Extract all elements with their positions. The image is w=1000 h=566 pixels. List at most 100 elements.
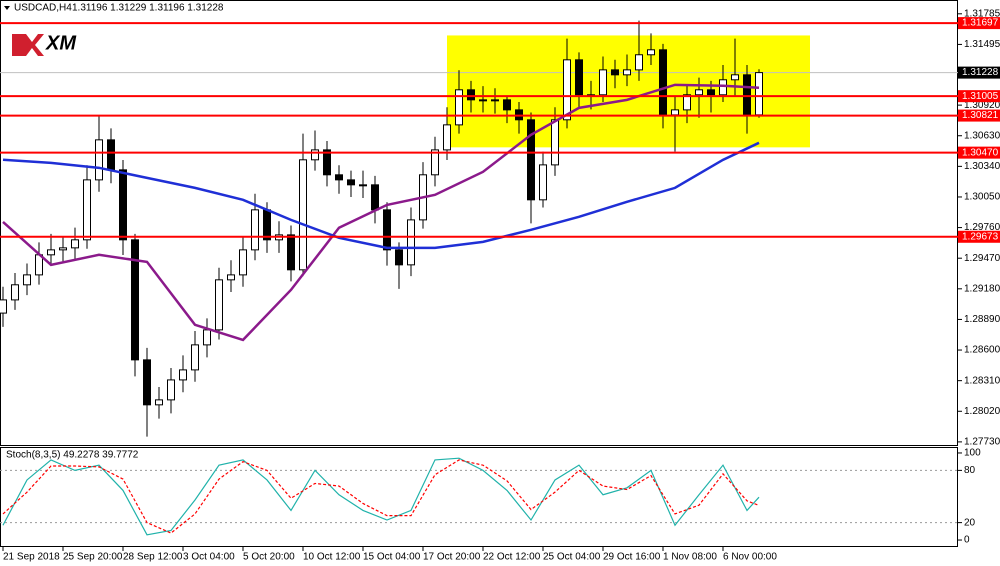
logo: XM: [12, 32, 77, 56]
y-tick-label: 1.28310: [964, 375, 1000, 386]
candle-body: [371, 184, 379, 211]
candle-body: [263, 209, 271, 241]
x-tick-label: 29 Oct 16:00: [603, 552, 661, 563]
last-price-label: 1.31228: [962, 67, 999, 78]
candle-body: [599, 69, 607, 96]
level-tag: [958, 230, 1000, 243]
y-tick-label: 1.28600: [964, 345, 1000, 356]
logo-mark: [12, 34, 44, 56]
candle-body: [755, 72, 763, 116]
candle-body: [611, 69, 619, 76]
candle-body: [527, 119, 535, 201]
candle-body: [731, 74, 739, 81]
level-tag: [958, 17, 1000, 30]
y-tick-label: 1.28890: [964, 314, 1000, 325]
logo-text: XM: [45, 32, 77, 54]
x-tick-label: 22 Oct 12:00: [483, 552, 541, 563]
y-tick-label: 1.29470: [964, 253, 1000, 264]
candle-body: [707, 89, 715, 96]
level-label: 1.30470: [962, 147, 999, 158]
candle-body: [455, 89, 463, 126]
y-tick-label: 20: [964, 517, 976, 528]
level-tag: [958, 109, 1000, 122]
candle-body: [347, 179, 355, 186]
candle-body: [563, 59, 571, 121]
y-tick-label: 1.29180: [964, 283, 1000, 294]
candle-body: [251, 209, 259, 251]
candle-body: [503, 99, 511, 111]
candle-body: [443, 124, 451, 151]
x-tick-label: 10 Oct 12:00: [303, 552, 361, 563]
y-tick-label: 1.28020: [964, 406, 1000, 417]
x-tick-label: 5 Oct 20:00: [243, 552, 295, 563]
y-tick-label: 0: [964, 535, 970, 546]
candle-body: [203, 329, 211, 346]
candle-body: [395, 249, 403, 266]
x-tick-label: 3 Oct 04:00: [183, 552, 235, 563]
candle-body: [683, 94, 691, 111]
candle-body: [467, 89, 475, 101]
candle-body: [359, 184, 367, 187]
candle-body: [0, 299, 7, 314]
candle-body: [407, 219, 415, 266]
last-price-tag: [958, 66, 1000, 79]
x-tick-label: 6 Nov 00:00: [723, 552, 777, 563]
candle-body: [635, 54, 643, 71]
x-tick-label: 17 Oct 20:00: [423, 552, 481, 563]
x-tick-label: 25 Sep 20:00: [63, 552, 123, 563]
stoch-panel: [0, 447, 958, 547]
y-tick-label: 1.27730: [964, 437, 1000, 448]
candle-body: [575, 59, 583, 96]
candle-body: [239, 249, 247, 276]
candle-body: [551, 119, 559, 166]
y-tick-label: 1.30050: [964, 192, 1000, 203]
y-tick-label: 1.30340: [964, 161, 1000, 172]
y-tick-label: 1.31785: [964, 8, 1000, 19]
candle-body: [311, 149, 319, 161]
candle-body: [695, 89, 703, 96]
stoch-title: Stoch(8,3,5) 49.2278 39.7772: [6, 450, 139, 461]
y-tick-label: 1.31495: [964, 39, 1000, 50]
candle-body: [83, 179, 91, 241]
candle-body: [71, 239, 79, 249]
candle-body: [179, 369, 187, 381]
level-label: 1.31005: [962, 91, 999, 102]
candle-body: [671, 109, 679, 116]
candle-body: [659, 49, 667, 116]
chart-title: USDCAD,H4: [14, 3, 72, 14]
candle-body: [167, 379, 175, 401]
y-tick-label: 80: [964, 465, 976, 476]
candle-body: [647, 49, 655, 56]
candle-body: [335, 174, 343, 181]
candle-body: [191, 344, 199, 371]
candle-body: [23, 274, 31, 286]
level-label: 1.30821: [962, 110, 999, 121]
candle-body: [215, 279, 223, 331]
x-tick-label: 25 Oct 04:00: [543, 552, 601, 563]
candle-body: [59, 247, 67, 251]
level-label: 1.29673: [962, 231, 999, 242]
stoch-line: [2, 459, 760, 534]
x-tick-label: 21 Sep 2018: [3, 552, 60, 563]
candle-body: [491, 99, 499, 102]
y-tick-label: 1.29760: [964, 222, 1000, 233]
candle-body: [623, 69, 631, 76]
candle-body: [719, 79, 727, 96]
candle-body: [119, 169, 127, 241]
candle-body: [539, 164, 547, 201]
candle-body: [299, 159, 307, 271]
level-tag: [958, 146, 1000, 159]
level-label: 1.31697: [962, 18, 999, 29]
y-tick-label: 1.30630: [964, 130, 1000, 141]
y-tick-label: 1.30920: [964, 100, 1000, 111]
candle-body: [383, 209, 391, 251]
menu-arrow[interactable]: [4, 6, 10, 10]
candle-body: [107, 139, 115, 171]
candle-body: [743, 74, 751, 116]
x-tick-label: 1 Nov 08:00: [663, 552, 717, 563]
candle-body: [323, 149, 331, 176]
candle-body: [11, 284, 19, 301]
stoch-line: [2, 457, 760, 536]
